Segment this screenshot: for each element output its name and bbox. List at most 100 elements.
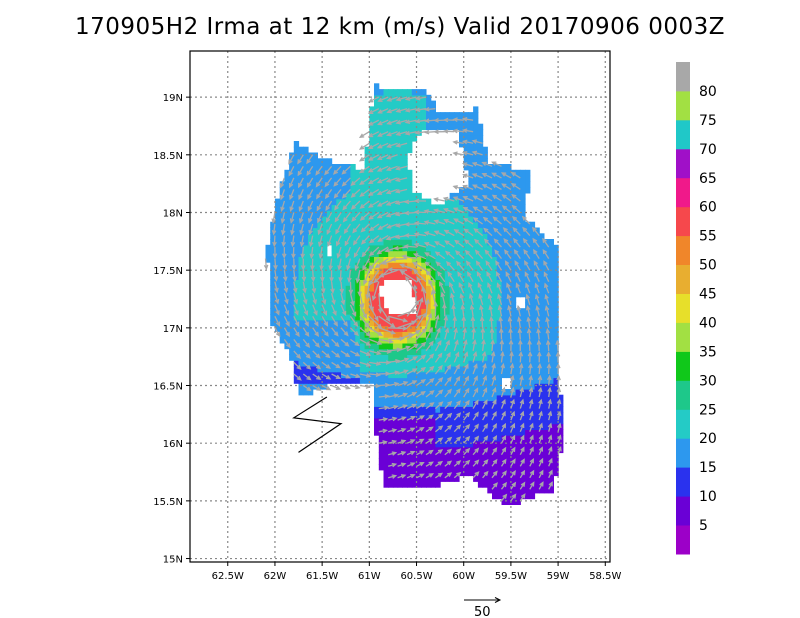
- wind-cell: [355, 250, 361, 257]
- wind-vector: [484, 250, 493, 260]
- wind-cell: [501, 452, 507, 459]
- wind-cell: [496, 469, 502, 477]
- wind-cell: [506, 262, 512, 269]
- wind-vector: [546, 329, 550, 340]
- wind-cell: [543, 417, 550, 425]
- wind-cell: [543, 354, 550, 361]
- wind-cell: [402, 475, 408, 482]
- wind-cell: [459, 360, 465, 367]
- wind-cell: [397, 100, 403, 107]
- wind-cell: [322, 250, 328, 257]
- wind-vector: [307, 189, 314, 199]
- wind-cell: [374, 348, 380, 355]
- wind-cell: [359, 290, 366, 298]
- wind-vector: [283, 293, 289, 304]
- wind-vector-head: [492, 386, 497, 393]
- wind-vector: [483, 206, 493, 214]
- wind-vector-head: [433, 230, 440, 235]
- wind-vector: [470, 305, 474, 317]
- wind-cell: [548, 285, 554, 292]
- wind-cell: [265, 250, 271, 257]
- wind-cell: [364, 221, 370, 229]
- wind-vector-head: [282, 276, 288, 282]
- wind-vector: [360, 212, 370, 221]
- wind-cell: [449, 389, 455, 396]
- wind-cell: [392, 169, 399, 177]
- wind-cell: [388, 452, 394, 459]
- wind-cell: [496, 216, 502, 223]
- wind-vector: [513, 227, 521, 237]
- wind-vector-head: [501, 434, 507, 441]
- wind-cell: [407, 406, 413, 413]
- wind-cell: [449, 267, 455, 275]
- wind-cell: [510, 360, 517, 367]
- wind-cell: [374, 342, 380, 350]
- wind-cell: [496, 314, 502, 321]
- wind-vector: [453, 388, 461, 398]
- wind-cell: [515, 371, 521, 379]
- wind-cell: [383, 158, 389, 165]
- wind-cell: [492, 406, 498, 413]
- wind-cell: [308, 319, 314, 327]
- wind-cell: [477, 377, 484, 384]
- wind-cell: [506, 400, 512, 407]
- wind-cell: [496, 262, 502, 269]
- wind-vector-head: [545, 339, 551, 345]
- wind-cell: [407, 412, 413, 419]
- wind-vector-head: [391, 462, 398, 468]
- wind-vector-head: [411, 392, 418, 397]
- wind-cell: [492, 302, 498, 309]
- wind-cell: [525, 227, 531, 234]
- wind-cell: [345, 233, 351, 240]
- wind-vector-head: [294, 310, 299, 316]
- wind-vector-head: [529, 422, 534, 428]
- wind-cell: [392, 337, 399, 344]
- wind-vector-head: [358, 156, 365, 162]
- wind-cell: [359, 256, 366, 263]
- wind-cell: [534, 325, 540, 332]
- wind-cell: [279, 233, 285, 240]
- wind-cell: [402, 112, 408, 119]
- wind-cell: [411, 135, 418, 142]
- wind-cell: [496, 279, 502, 286]
- wind-cell: [274, 290, 281, 298]
- wind-vector-head: [303, 299, 308, 305]
- wind-vector-head: [539, 481, 544, 487]
- wind-cell: [407, 440, 413, 448]
- wind-vector-head: [393, 404, 399, 410]
- wind-vector-head: [423, 129, 430, 135]
- wind-cell: [426, 435, 432, 442]
- wind-cell: [426, 458, 432, 465]
- wind-cell: [326, 308, 333, 315]
- wind-cell: [374, 400, 380, 407]
- wind-vector-head: [547, 398, 553, 405]
- wind-cell: [444, 406, 451, 413]
- wind-vector: [463, 364, 469, 375]
- wind-vector-head: [384, 405, 390, 411]
- wind-cell: [378, 412, 385, 419]
- wind-cell: [402, 262, 408, 269]
- wind-cell: [539, 319, 545, 327]
- wind-vector: [519, 352, 522, 363]
- wind-cell: [525, 187, 531, 194]
- wind-cell: [501, 331, 507, 338]
- wind-cell: [326, 314, 333, 321]
- wind-vector-head: [365, 341, 372, 346]
- wind-cell: [341, 239, 347, 246]
- wind-vector-head: [310, 265, 315, 271]
- wind-cell: [326, 365, 333, 373]
- wind-cell: [308, 302, 314, 309]
- wind-cell: [435, 452, 441, 459]
- colorbar-label: 20: [699, 431, 717, 447]
- wind-cell: [416, 250, 422, 257]
- wind-cell: [463, 141, 469, 148]
- wind-vector-head: [502, 227, 508, 233]
- wind-cell: [543, 348, 550, 355]
- wind-vector-head: [359, 192, 365, 198]
- wind-cell: [548, 371, 554, 379]
- wind-cell: [510, 227, 517, 234]
- wind-cell: [539, 440, 545, 448]
- wind-vector: [416, 403, 425, 410]
- wind-vector-head: [492, 458, 498, 465]
- wind-cell: [322, 158, 328, 165]
